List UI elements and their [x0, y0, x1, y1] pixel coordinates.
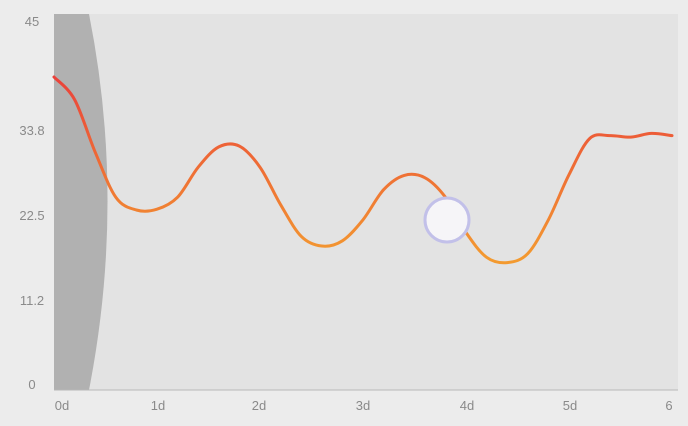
x-tick-label: 4d	[460, 398, 474, 413]
y-tick-label: 11.2	[20, 293, 44, 308]
x-tick-label: 0d	[55, 398, 69, 413]
touch-marker[interactable]	[423, 196, 471, 244]
x-tick-label: 6	[665, 398, 672, 413]
x-tick-label: 5d	[563, 398, 577, 413]
y-tick-label: 22.5	[19, 208, 44, 223]
y-tick-label: 45	[25, 14, 39, 29]
x-tick-label: 2d	[252, 398, 266, 413]
series-line-0	[52, 75, 674, 265]
crosshair-band	[54, 14, 108, 390]
y-tick-label: 33.8	[19, 123, 44, 138]
x-tick-label: 3d	[356, 398, 370, 413]
x-tick-label: 1d	[151, 398, 165, 413]
y-tick-label: 0	[28, 377, 35, 392]
plot-area	[54, 14, 678, 390]
